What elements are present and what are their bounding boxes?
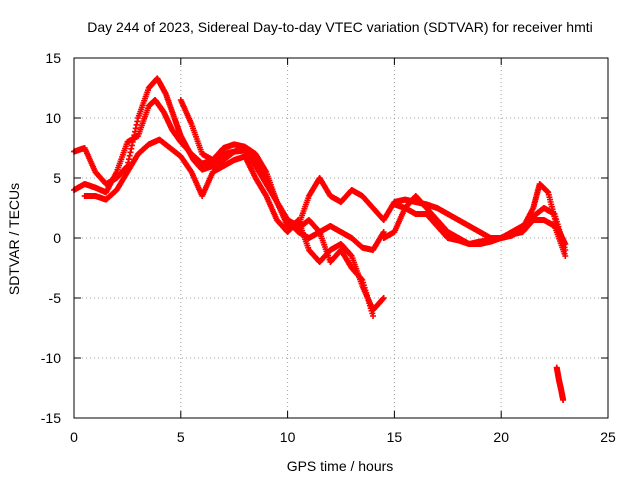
x-tick-label: 15 [387,429,403,445]
data-point [562,241,569,247]
y-tick-label: 10 [45,110,61,126]
x-tick-label: 0 [70,429,78,445]
y-tick-label: 15 [45,50,61,66]
series-track-6 [391,181,569,247]
chart-title: Day 244 of 2023, Sidereal Day-to-day VTE… [87,19,593,35]
axis-ticks: 0 5 10 15 20 25 -15 -10 -5 0 5 10 15 [41,50,616,445]
x-tick-label: 10 [280,429,296,445]
grid [74,58,608,418]
x-tick-label: 25 [600,429,616,445]
x-axis-label: GPS time / hours [287,458,394,474]
y-tick-label: 0 [53,230,61,246]
y-axis-label: SDTVAR / TECUs [6,183,22,295]
data-point [380,229,387,235]
y-tick-label: -15 [41,410,61,426]
y-tick-label: 5 [53,170,61,186]
series-track-4 [177,97,569,253]
x-tick-label: 20 [493,429,509,445]
data-point [370,313,377,319]
x-tick-label: 5 [177,429,185,445]
data-point [380,295,387,301]
series-track-7 [553,364,567,403]
data-points [71,75,569,403]
y-tick-label: -5 [49,290,62,306]
data-point [562,253,569,259]
y-tick-label: -10 [41,350,61,366]
data-point [560,397,567,403]
